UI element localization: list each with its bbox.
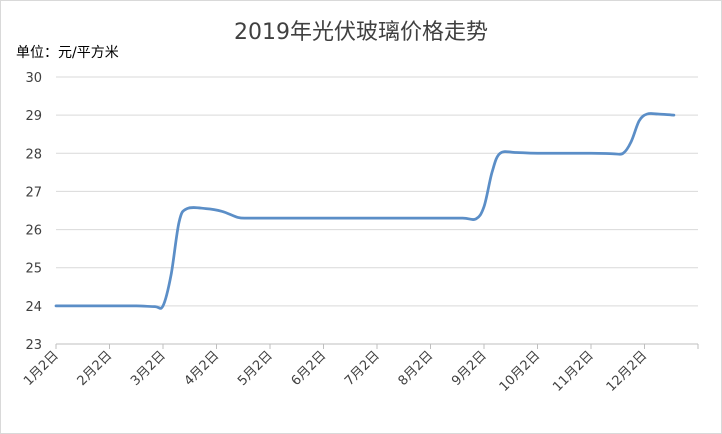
x-tick-label: 2月2日: [75, 348, 116, 389]
y-tick-label: 27: [25, 185, 42, 200]
x-tick-label: 7月2日: [342, 348, 383, 389]
y-axis-unit-label: 单位：元/平方米: [16, 45, 119, 61]
y-tick-label: 30: [25, 71, 42, 86]
x-tick-label: 9月2日: [449, 348, 490, 389]
price-series-line: [54, 112, 676, 310]
y-tick-label: 25: [25, 262, 42, 277]
x-tick-label: 5月2日: [235, 348, 276, 389]
y-tick-label: 26: [25, 224, 42, 239]
x-tick-label: 3月2日: [128, 348, 169, 389]
x-tick-label: 12月2日: [604, 348, 651, 395]
x-tick-label: 11月2日: [550, 348, 597, 395]
y-tick-label: 23: [25, 338, 42, 353]
chart-title: 2019年光伏玻璃价格走势: [234, 20, 488, 45]
x-tick-label: 6月2日: [289, 348, 330, 389]
y-tick-label: 24: [25, 300, 42, 315]
x-tick-label: 8月2日: [396, 348, 437, 389]
y-tick-label: 29: [25, 109, 42, 124]
x-tick-label: 10月2日: [497, 348, 544, 395]
x-tick-label: 4月2日: [182, 348, 223, 389]
x-tick-label: 1月2日: [21, 348, 62, 389]
y-tick-label: 28: [25, 147, 42, 162]
